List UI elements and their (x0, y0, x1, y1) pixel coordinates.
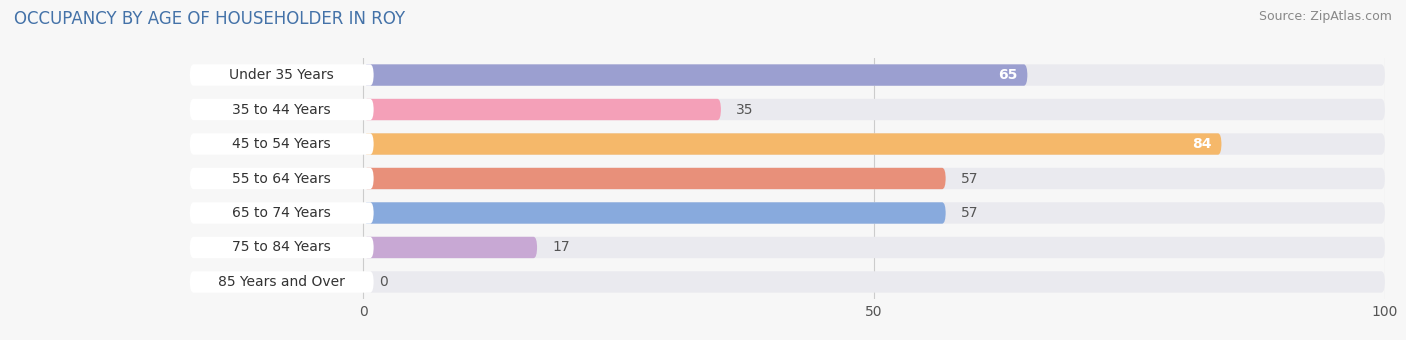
Text: 17: 17 (553, 240, 569, 254)
FancyBboxPatch shape (364, 133, 1222, 155)
FancyBboxPatch shape (364, 99, 1385, 120)
Text: 84: 84 (1192, 137, 1211, 151)
Text: 35: 35 (737, 103, 754, 117)
FancyBboxPatch shape (190, 168, 374, 189)
FancyBboxPatch shape (364, 64, 1028, 86)
Text: 75 to 84 Years: 75 to 84 Years (232, 240, 332, 254)
Text: 85 Years and Over: 85 Years and Over (218, 275, 346, 289)
FancyBboxPatch shape (364, 99, 721, 120)
FancyBboxPatch shape (364, 202, 1385, 224)
Text: 57: 57 (962, 206, 979, 220)
FancyBboxPatch shape (190, 202, 374, 224)
Text: 65 to 74 Years: 65 to 74 Years (232, 206, 332, 220)
FancyBboxPatch shape (364, 271, 1385, 293)
FancyBboxPatch shape (364, 237, 537, 258)
Text: OCCUPANCY BY AGE OF HOUSEHOLDER IN ROY: OCCUPANCY BY AGE OF HOUSEHOLDER IN ROY (14, 10, 405, 28)
FancyBboxPatch shape (364, 237, 1385, 258)
Text: 0: 0 (378, 275, 388, 289)
FancyBboxPatch shape (364, 168, 946, 189)
FancyBboxPatch shape (364, 133, 1385, 155)
FancyBboxPatch shape (364, 202, 946, 224)
FancyBboxPatch shape (190, 237, 374, 258)
FancyBboxPatch shape (190, 133, 374, 155)
FancyBboxPatch shape (364, 168, 1385, 189)
Text: 57: 57 (962, 171, 979, 186)
Text: Source: ZipAtlas.com: Source: ZipAtlas.com (1258, 10, 1392, 23)
FancyBboxPatch shape (190, 64, 374, 86)
Text: 65: 65 (998, 68, 1017, 82)
FancyBboxPatch shape (190, 99, 374, 120)
Text: 45 to 54 Years: 45 to 54 Years (232, 137, 330, 151)
Text: 55 to 64 Years: 55 to 64 Years (232, 171, 332, 186)
FancyBboxPatch shape (190, 271, 374, 293)
Text: Under 35 Years: Under 35 Years (229, 68, 335, 82)
FancyBboxPatch shape (364, 64, 1385, 86)
Text: 35 to 44 Years: 35 to 44 Years (232, 103, 330, 117)
